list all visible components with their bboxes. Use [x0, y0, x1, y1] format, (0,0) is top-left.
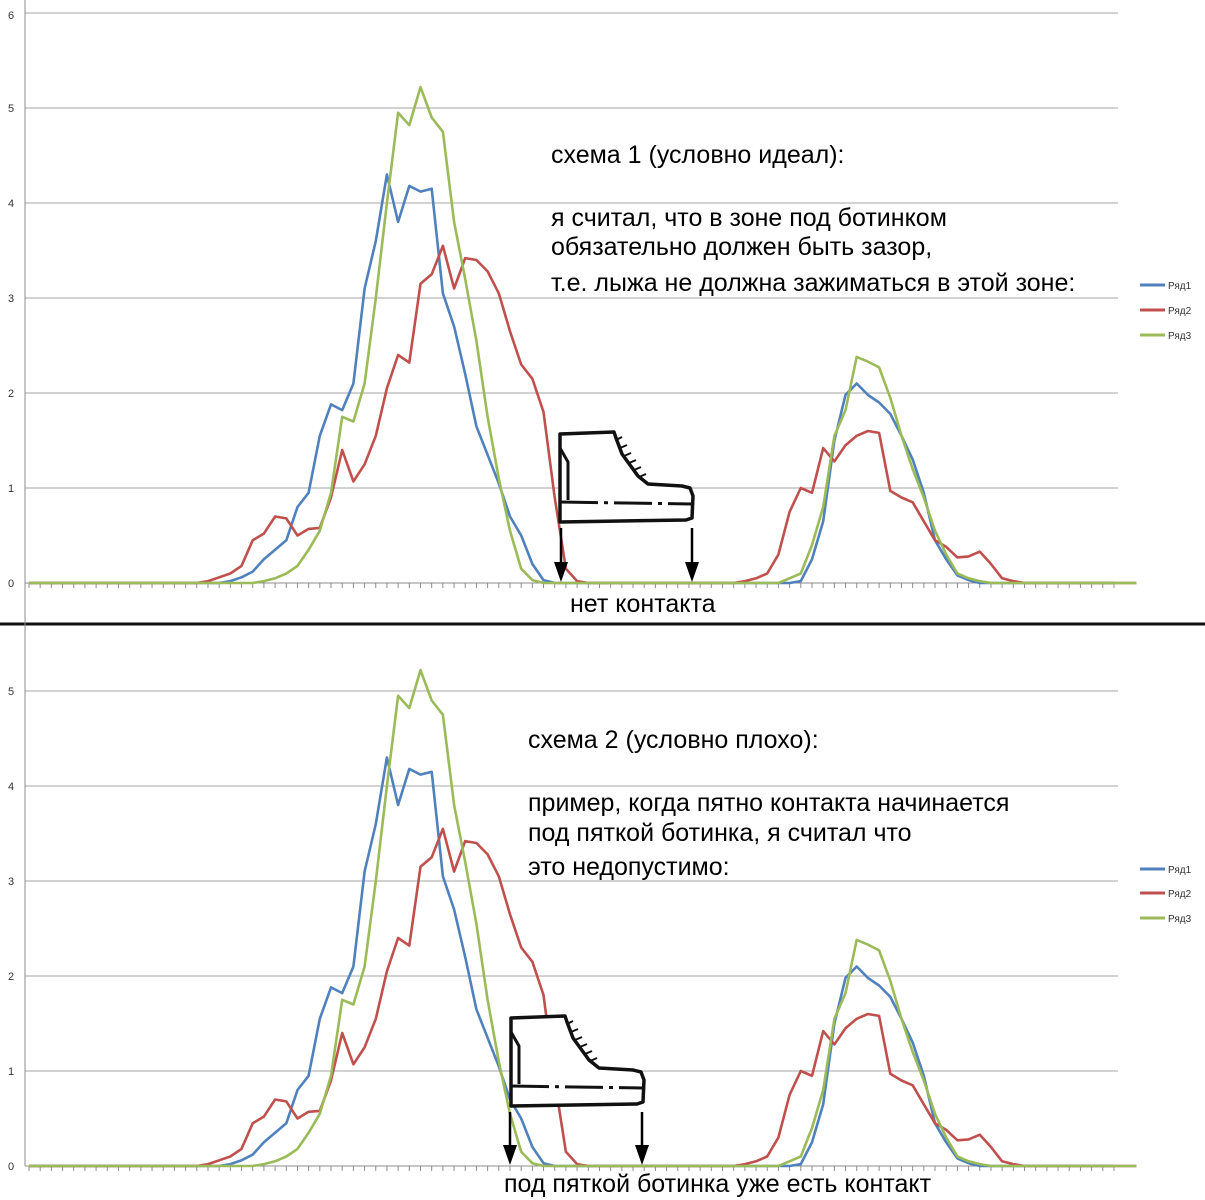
- arrow-down-icon: [503, 1112, 517, 1165]
- annotation-title: схема 1 (условно идеал):: [551, 141, 844, 169]
- chart-1-legend: Ряд1 Ряд2 Ряд3: [1140, 281, 1192, 342]
- arrow-down-icon: [554, 528, 568, 582]
- arrow-down-icon: [685, 528, 699, 582]
- chart-1-y-tick: 2: [8, 388, 14, 400]
- chart-2: 0 1 2 3 4 5 Ряд1 Ряд2 Ряд3 схема 2 (усло…: [8, 583, 1192, 1198]
- chart-2-legend: Ряд1 Ряд2 Ряд3: [1140, 865, 1192, 925]
- chart-2-series-line-3: [29, 668, 1137, 1168]
- chart-1-y-tick: 6: [8, 10, 14, 22]
- chart-2-y-tick: 0: [8, 1161, 14, 1173]
- chart-1-gridlines: [25, 12, 1118, 584]
- annotation-line: под пяткой ботинка, я считал что: [528, 819, 912, 847]
- chart-2-y-tick: 4: [8, 781, 14, 793]
- chart-1-caption: нет контакта: [570, 590, 716, 618]
- arrow-down-icon: [635, 1112, 649, 1165]
- chart-1-series: [29, 85, 1137, 585]
- chart-2-series: [29, 668, 1137, 1168]
- chart-2-y-tick: 1: [8, 1066, 14, 1078]
- chart-1: 0 1 2 3 4 5 6 Ряд1 Ряд2 Ряд3 схема 1 (ус…: [8, 0, 1192, 618]
- annotation-line: обязательно должен быть зазор,: [551, 233, 932, 261]
- annotation-line: это недопустимо:: [528, 853, 730, 881]
- chart-2-y-tick: 2: [8, 971, 14, 983]
- chart-1-y-tick: 0: [8, 578, 14, 590]
- chart-2-y-ticks: 0 1 2 3 4 5: [8, 686, 14, 1173]
- chart-1-y-tick: 3: [8, 293, 14, 305]
- chart-1-y-ticks: 0 1 2 3 4 5 6: [8, 10, 14, 590]
- chart-2-y-tick: 3: [8, 876, 14, 888]
- chart-2-caption: под пяткой ботинка уже есть контакт: [504, 1170, 932, 1198]
- legend-label-series-2: Ряд2: [1168, 889, 1192, 900]
- chart-2-y-tick: 5: [8, 686, 14, 698]
- annotation-line: я считал, что в зоне под ботинком: [551, 204, 947, 232]
- chart-1-series-line-3: [29, 85, 1137, 585]
- boot-icon: [509, 1014, 646, 1108]
- chart-1-annotation: схема 1 (условно идеал): я считал, что в…: [551, 141, 1075, 297]
- chart-1-y-tick: 4: [8, 198, 14, 210]
- legend-label-series-1: Ряд1: [1168, 865, 1192, 876]
- boot-icon: [558, 430, 695, 524]
- legend-label-series-3: Ряд3: [1168, 914, 1192, 925]
- chart-1-y-tick: 1: [8, 483, 14, 495]
- annotation-line: пример, когда пятно контакта начинается: [528, 789, 1009, 817]
- legend-label-series-3: Ряд3: [1168, 331, 1192, 342]
- legend-label-series-1: Ряд1: [1168, 281, 1192, 292]
- annotation-line: т.е. лыжа не должна зажиматься в этой зо…: [551, 269, 1075, 297]
- chart-1-y-tick: 5: [8, 103, 14, 115]
- annotation-title: схема 2 (условно плохо):: [528, 726, 819, 754]
- chart-2-annotation: схема 2 (условно плохо): пример, когда п…: [528, 726, 1009, 881]
- legend-label-series-2: Ряд2: [1168, 306, 1192, 317]
